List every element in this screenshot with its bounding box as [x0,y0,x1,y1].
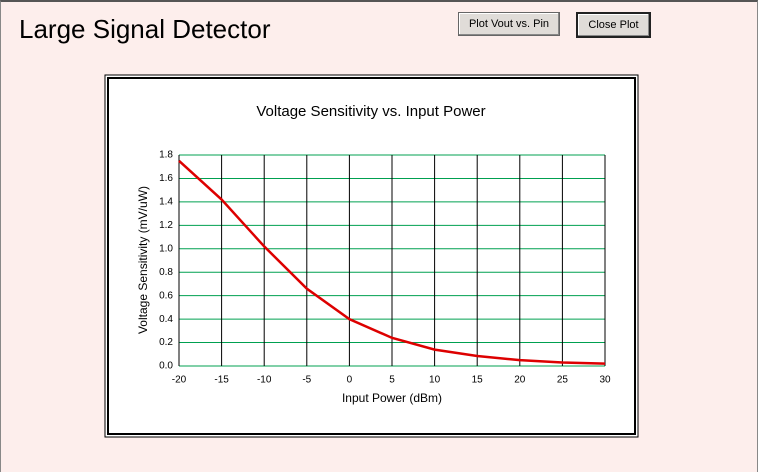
x-tick-label: -15 [214,375,229,386]
x-tick-label: 5 [389,375,395,386]
x-tick-label: 25 [557,375,569,386]
y-tick-label: 1.6 [159,173,173,184]
x-tick-label: 30 [599,375,611,386]
y-tick-label: 1.8 [159,150,173,161]
window-title: Large Signal Detector [19,14,271,44]
y-tick-label: 1.2 [159,220,173,231]
x-tick-label: 10 [429,375,441,386]
x-tick-label: 0 [347,375,353,386]
x-tick-label: 15 [472,375,484,386]
x-tick-label: -5 [302,375,311,386]
plot-button[interactable]: Plot Vout vs. Pin [458,12,560,36]
y-tick-label: 0.2 [159,337,173,348]
x-tick-label: 20 [514,375,526,386]
x-tick-label: -10 [257,375,272,386]
y-tick-label: 0.6 [159,290,173,301]
chart-frame-inner [107,77,636,435]
y-tick-label: 1.4 [159,197,173,208]
x-axis-label: Input Power (dBm) [342,391,442,405]
close-button[interactable]: Close Plot [576,12,651,38]
y-tick-label: 0.0 [159,361,173,372]
y-axis-label: Voltage Sensitivity (mV/uW) [136,186,150,334]
y-tick-label: 0.4 [159,314,173,325]
chart-frame [104,74,639,438]
x-tick-label: -20 [172,375,187,386]
data-line [178,159,606,365]
y-tick-label: 1.0 [159,243,173,254]
chart-title: Voltage Sensitivity vs. Input Power [256,103,485,120]
y-tick-label: 0.8 [159,267,173,278]
